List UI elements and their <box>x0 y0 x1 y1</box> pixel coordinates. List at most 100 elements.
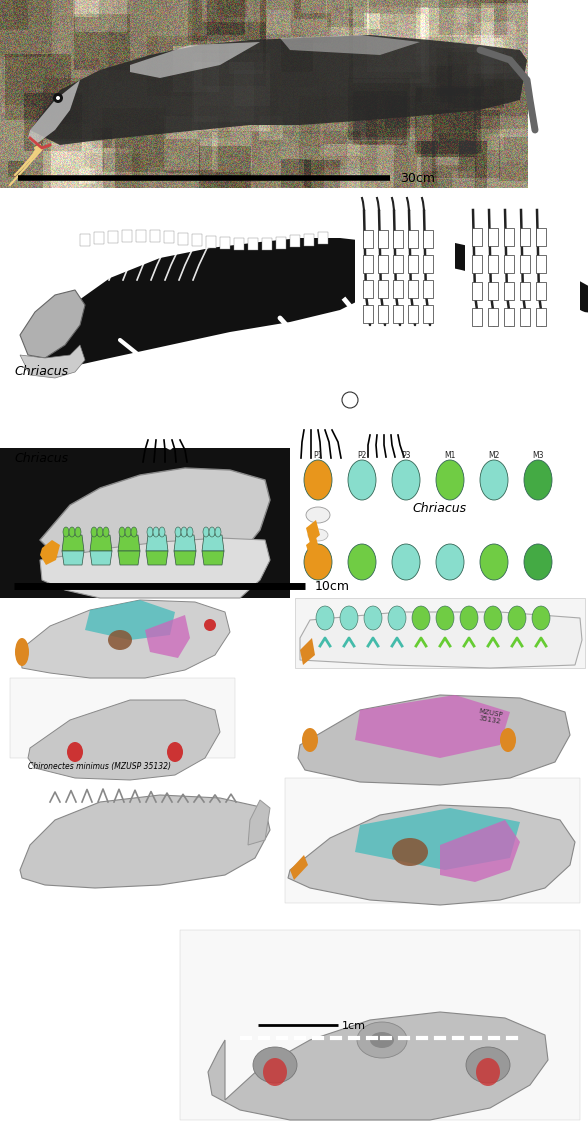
Polygon shape <box>0 448 290 598</box>
Bar <box>94 233 104 244</box>
Polygon shape <box>62 551 84 565</box>
Bar <box>472 282 482 300</box>
Bar <box>363 305 373 323</box>
Ellipse shape <box>91 526 97 537</box>
Text: 10cm: 10cm <box>315 580 350 594</box>
Polygon shape <box>20 290 85 358</box>
Bar <box>393 305 403 323</box>
Ellipse shape <box>364 606 382 630</box>
Bar <box>0 595 588 1125</box>
Bar <box>504 308 514 326</box>
Text: 30cm: 30cm <box>400 172 435 186</box>
Polygon shape <box>146 536 168 551</box>
Ellipse shape <box>436 606 454 630</box>
Bar <box>150 231 160 242</box>
Polygon shape <box>20 345 85 378</box>
Ellipse shape <box>53 93 63 104</box>
Bar <box>378 229 388 248</box>
Ellipse shape <box>316 606 334 630</box>
Bar <box>520 282 530 300</box>
Ellipse shape <box>125 526 131 537</box>
Bar <box>520 308 530 326</box>
Polygon shape <box>174 536 196 551</box>
Polygon shape <box>90 551 112 565</box>
Bar <box>536 228 546 246</box>
Ellipse shape <box>63 526 69 537</box>
Ellipse shape <box>108 630 132 650</box>
Bar <box>295 448 588 596</box>
Ellipse shape <box>209 526 215 537</box>
Text: Chriacus: Chriacus <box>413 502 467 515</box>
Ellipse shape <box>69 526 75 537</box>
Ellipse shape <box>215 526 221 537</box>
Ellipse shape <box>532 606 550 630</box>
Ellipse shape <box>253 1047 297 1083</box>
Bar <box>472 308 482 326</box>
Text: M1: M1 <box>445 451 456 460</box>
Bar <box>536 308 546 326</box>
Bar <box>472 255 482 273</box>
Ellipse shape <box>465 263 475 269</box>
Ellipse shape <box>97 526 103 537</box>
Polygon shape <box>30 238 380 368</box>
Polygon shape <box>62 536 84 551</box>
Polygon shape <box>306 537 320 558</box>
Polygon shape <box>288 806 575 905</box>
Ellipse shape <box>103 526 109 537</box>
Bar <box>520 255 530 273</box>
Bar <box>408 255 418 273</box>
Bar <box>318 232 328 244</box>
Ellipse shape <box>187 526 193 537</box>
Polygon shape <box>40 540 60 565</box>
Bar <box>178 233 188 244</box>
Bar <box>423 305 433 323</box>
Ellipse shape <box>524 460 552 500</box>
Ellipse shape <box>348 544 376 580</box>
Bar <box>363 255 373 273</box>
Ellipse shape <box>476 1058 500 1086</box>
Text: P2: P2 <box>358 451 367 460</box>
Ellipse shape <box>306 507 330 523</box>
Bar <box>423 255 433 273</box>
Ellipse shape <box>490 271 500 277</box>
Bar <box>504 255 514 273</box>
Bar <box>136 229 146 242</box>
Ellipse shape <box>304 544 332 580</box>
Bar <box>304 234 314 245</box>
Text: Chriacus: Chriacus <box>14 452 68 465</box>
Polygon shape <box>298 695 570 785</box>
Ellipse shape <box>181 526 187 537</box>
Polygon shape <box>280 35 420 55</box>
Bar <box>234 237 244 250</box>
Bar <box>220 237 230 249</box>
Ellipse shape <box>263 1058 287 1086</box>
Text: M3: M3 <box>532 451 544 460</box>
Ellipse shape <box>412 606 430 630</box>
Bar <box>248 238 258 250</box>
Ellipse shape <box>204 619 216 631</box>
Polygon shape <box>440 820 520 882</box>
Bar <box>393 255 403 273</box>
Polygon shape <box>20 795 270 888</box>
Text: Chriacus: Chriacus <box>14 364 68 378</box>
Ellipse shape <box>392 838 428 866</box>
Ellipse shape <box>392 460 420 500</box>
Text: 1cm: 1cm <box>342 1022 366 1030</box>
Polygon shape <box>130 42 260 78</box>
Polygon shape <box>40 468 270 582</box>
Bar <box>80 234 90 246</box>
Polygon shape <box>306 520 320 543</box>
Ellipse shape <box>508 606 526 630</box>
Bar <box>0 198 588 440</box>
Bar <box>276 236 286 249</box>
Ellipse shape <box>304 460 332 500</box>
Ellipse shape <box>460 606 478 630</box>
Polygon shape <box>28 80 80 145</box>
Polygon shape <box>40 538 270 598</box>
Bar <box>206 236 216 248</box>
Ellipse shape <box>370 1032 394 1048</box>
Bar <box>504 228 514 246</box>
Polygon shape <box>28 700 220 780</box>
Ellipse shape <box>540 287 550 292</box>
Text: M2: M2 <box>488 451 500 460</box>
